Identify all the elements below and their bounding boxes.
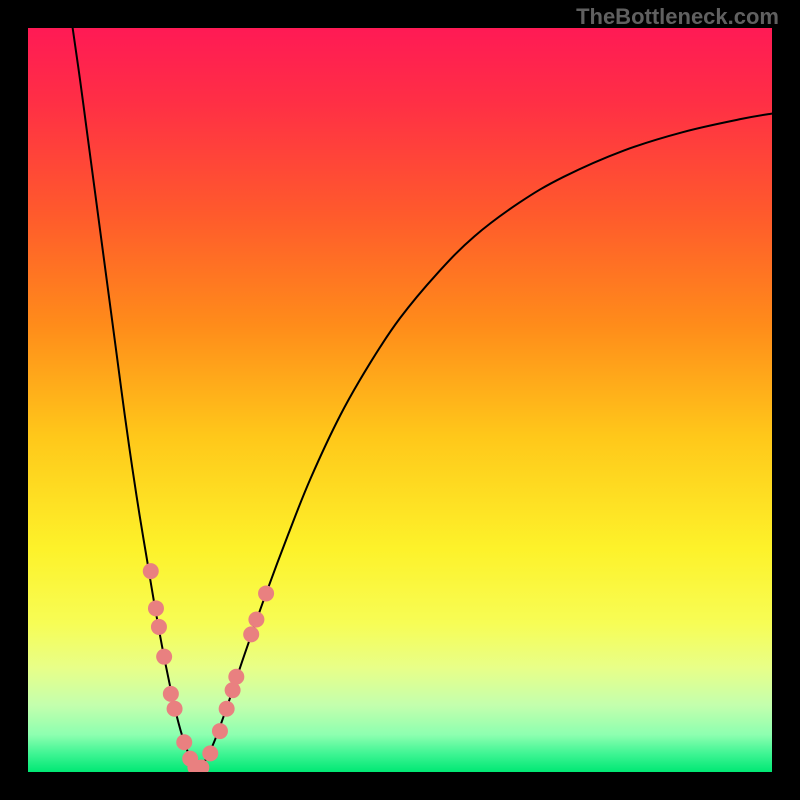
data-marker	[163, 686, 179, 702]
data-marker	[243, 626, 259, 642]
data-marker	[219, 701, 235, 717]
data-marker	[248, 611, 264, 627]
data-marker	[143, 563, 159, 579]
data-marker	[212, 723, 228, 739]
watermark-text: TheBottleneck.com	[576, 4, 779, 30]
data-marker	[258, 585, 274, 601]
data-marker	[148, 600, 164, 616]
data-marker	[202, 745, 218, 761]
gradient-background	[28, 28, 772, 772]
plot-svg	[28, 28, 772, 772]
data-marker	[176, 734, 192, 750]
data-marker	[228, 669, 244, 685]
data-marker	[167, 701, 183, 717]
plot-area	[28, 28, 772, 772]
data-marker	[225, 682, 241, 698]
data-marker	[151, 619, 167, 635]
data-marker	[156, 649, 172, 665]
